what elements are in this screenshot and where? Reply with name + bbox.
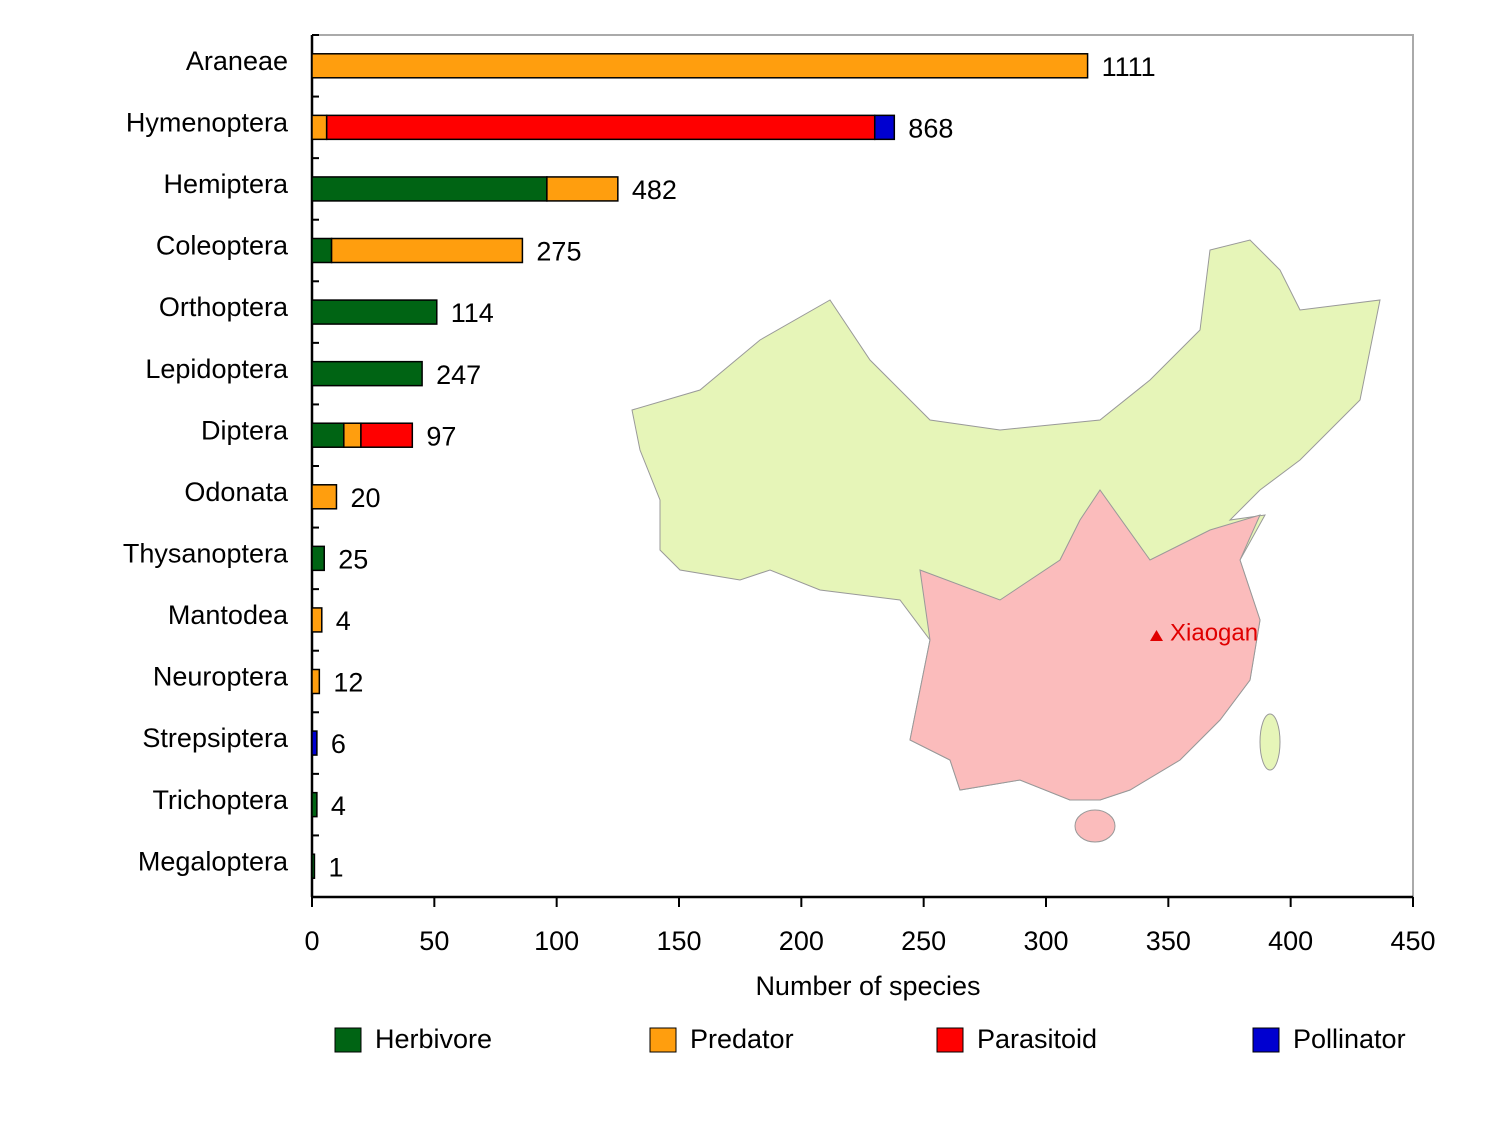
map-hainan [1074, 809, 1116, 843]
x-tick-label: 400 [1268, 926, 1313, 956]
count-label: 868 [908, 113, 953, 143]
count-label: 12 [333, 668, 363, 698]
bar-segment [343, 422, 362, 448]
y-tick-label: Thysanoptera [123, 538, 289, 568]
y-tick-label: Diptera [201, 415, 289, 445]
bar-segment [311, 114, 328, 141]
bar-segment [311, 176, 548, 202]
legend-label: Pollinator [1293, 1024, 1406, 1054]
legend-label: Predator [690, 1024, 794, 1054]
bar-segment [311, 791, 318, 818]
bar-segment [311, 545, 325, 572]
y-tick-label: Odonata [184, 477, 289, 507]
bar-segment [311, 607, 323, 633]
x-tick-label: 350 [1146, 926, 1191, 956]
bar-segment [330, 237, 524, 264]
count-label: 1 [328, 852, 343, 882]
legend-swatch [649, 1027, 677, 1053]
legend-swatch [334, 1027, 362, 1053]
legend-label: Herbivore [375, 1024, 492, 1054]
map-label: Xiaogan [1170, 619, 1258, 646]
bar-segment [311, 53, 1089, 79]
count-label: 97 [426, 421, 456, 451]
y-tick-label: Mantodea [168, 600, 289, 630]
x-tick-label: 50 [419, 926, 449, 956]
count-label: 482 [632, 175, 677, 205]
count-label: 25 [338, 544, 368, 574]
bar-segment [311, 484, 338, 510]
map-marker [1150, 630, 1163, 641]
legend-swatch [936, 1027, 964, 1053]
x-tick-label: 450 [1390, 926, 1435, 956]
legend-label: Parasitoid [977, 1024, 1097, 1054]
count-label: 4 [336, 606, 351, 636]
x-tick-label: 300 [1023, 926, 1068, 956]
bar-segment [311, 668, 321, 695]
count-label: 1111 [1102, 52, 1156, 82]
count-label: 114 [451, 298, 494, 328]
bar-segment [873, 114, 896, 141]
bar-segment [546, 176, 619, 202]
y-tick-label: Hemiptera [163, 169, 289, 199]
map-taiwan [1259, 713, 1281, 771]
y-tick-label: Lepidoptera [145, 354, 289, 384]
bar-segment [325, 114, 876, 141]
count-label: 20 [350, 483, 380, 513]
y-tick-label: Trichoptera [152, 785, 289, 815]
bar-segment [360, 422, 414, 448]
bar-segment [311, 853, 316, 879]
map-south [909, 489, 1261, 801]
count-label: 247 [436, 360, 481, 390]
count-label: 4 [331, 791, 346, 821]
x-tick-label: 200 [779, 926, 824, 956]
x-tick-label: 150 [656, 926, 701, 956]
y-tick-label: Hymenoptera [126, 107, 289, 137]
map: Xiaogan [631, 239, 1381, 843]
count-label: 6 [331, 729, 346, 759]
plot-frame [312, 34, 1414, 897]
x-axis-title: Number of species [755, 971, 980, 1001]
y-tick-label: Neuroptera [153, 662, 289, 692]
x-tick-label: 250 [901, 926, 946, 956]
legend-swatch [1252, 1027, 1280, 1053]
bar-segment [311, 422, 345, 448]
y-tick-label: Coleoptera [156, 231, 289, 261]
bar-segment [311, 360, 423, 387]
y-tick-label: Araneae [186, 46, 288, 76]
bar-segment [311, 299, 438, 325]
y-tick-label: Megaloptera [138, 846, 289, 876]
x-tick-label: 0 [304, 926, 319, 956]
y-tick-label: Orthoptera [159, 292, 289, 322]
x-tick-label: 100 [534, 926, 579, 956]
y-tick-label: Strepsiptera [142, 723, 289, 753]
bar-segment [311, 730, 318, 756]
count-label: 275 [536, 237, 581, 267]
bar-segment [311, 237, 333, 264]
